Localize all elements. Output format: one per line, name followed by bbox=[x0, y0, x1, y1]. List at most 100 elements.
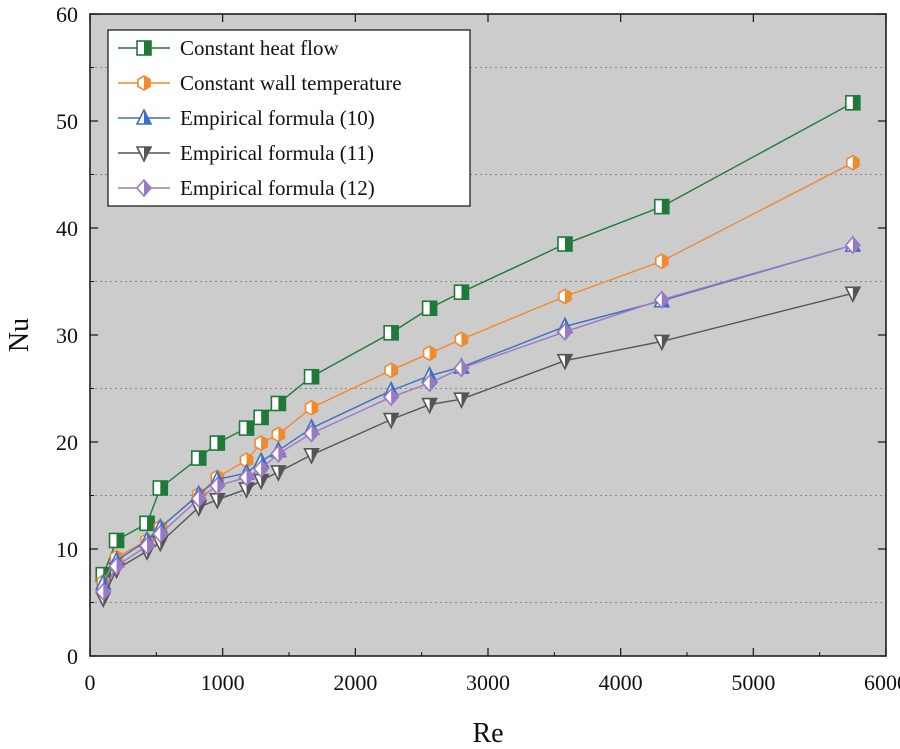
marker-fill bbox=[852, 95, 860, 110]
marker-fill bbox=[311, 400, 318, 415]
marker-fill bbox=[429, 375, 437, 392]
data-point bbox=[152, 524, 169, 544]
legend-label: Empirical formula (12) bbox=[180, 176, 375, 200]
legend-label: Empirical formula (10) bbox=[180, 106, 375, 130]
data-point bbox=[421, 397, 438, 415]
data-point bbox=[653, 198, 670, 215]
marker-fill bbox=[278, 465, 286, 480]
marker-fill bbox=[198, 451, 206, 466]
marker-fill bbox=[311, 448, 319, 463]
data-point bbox=[95, 582, 112, 602]
marker-fill bbox=[391, 389, 399, 406]
marker-fill bbox=[311, 369, 319, 384]
marker-fill bbox=[461, 360, 469, 377]
legend-label: Constant heat flow bbox=[180, 36, 339, 60]
data-point bbox=[253, 459, 270, 478]
marker-fill bbox=[391, 413, 399, 428]
marker-fill bbox=[429, 398, 437, 413]
data-point bbox=[303, 448, 320, 465]
data-point bbox=[108, 532, 125, 549]
data-point bbox=[653, 334, 671, 352]
data-point bbox=[271, 426, 286, 443]
marker-fill bbox=[217, 493, 225, 508]
marker-fill bbox=[661, 335, 669, 350]
data-point bbox=[422, 345, 437, 362]
data-point bbox=[421, 373, 438, 393]
marker-fill bbox=[311, 425, 319, 442]
marker-fill bbox=[261, 436, 268, 451]
y-tick-label: 30 bbox=[56, 323, 78, 348]
marker-fill bbox=[661, 291, 669, 308]
marker-fill bbox=[217, 436, 225, 451]
data-point bbox=[303, 368, 320, 385]
data-point bbox=[138, 536, 156, 556]
marker-fill bbox=[429, 301, 437, 316]
marker-fill bbox=[144, 110, 151, 124]
legend-marker bbox=[135, 108, 153, 125]
x-tick-label: 0 bbox=[85, 670, 96, 695]
data-point bbox=[382, 412, 400, 430]
legend-label: Empirical formula (11) bbox=[180, 141, 374, 165]
data-point bbox=[383, 387, 400, 407]
data-point bbox=[558, 288, 572, 305]
marker-fill bbox=[852, 155, 859, 170]
marker-fill bbox=[278, 396, 286, 411]
data-point bbox=[556, 353, 574, 371]
marker-fill bbox=[661, 254, 668, 269]
data-point bbox=[454, 331, 469, 348]
legend-marker bbox=[135, 178, 153, 198]
legend-item-2: Constant wall temperature bbox=[118, 71, 402, 95]
x-axis-title: Re bbox=[472, 718, 503, 749]
legend-item-4: Empirical formula (11) bbox=[118, 141, 374, 165]
marker-fill bbox=[144, 147, 151, 161]
data-point bbox=[270, 395, 287, 412]
data-point bbox=[384, 362, 399, 379]
data-point bbox=[270, 465, 287, 482]
marker-fill bbox=[116, 533, 124, 548]
marker-fill bbox=[103, 583, 111, 600]
data-point bbox=[253, 409, 269, 426]
marker-fill bbox=[144, 180, 151, 196]
marker-fill bbox=[391, 363, 398, 378]
legend: Constant heat flow Constant wall temperat… bbox=[107, 29, 471, 207]
data-point bbox=[844, 235, 861, 255]
marker-fill bbox=[852, 287, 860, 302]
x-tick-label: 5000 bbox=[731, 670, 775, 695]
marker-fill bbox=[144, 41, 151, 55]
marker-fill bbox=[564, 323, 572, 340]
legend-label: Constant wall temperature bbox=[180, 71, 402, 95]
marker-fill bbox=[246, 469, 254, 486]
data-point bbox=[239, 452, 254, 469]
marker-fill bbox=[160, 481, 168, 496]
marker-fill bbox=[278, 427, 285, 442]
x-tick-label: 2000 bbox=[333, 670, 377, 695]
marker-fill bbox=[461, 285, 469, 300]
data-point bbox=[139, 515, 155, 532]
data-point bbox=[270, 444, 287, 463]
y-tick-label: 50 bbox=[56, 109, 78, 134]
data-point bbox=[421, 300, 438, 317]
marker-fill bbox=[261, 460, 269, 477]
marker-fill bbox=[116, 558, 124, 575]
marker-fill bbox=[564, 237, 572, 252]
marker-fill bbox=[391, 325, 399, 340]
legend-marker bbox=[136, 40, 152, 56]
legend-marker bbox=[135, 146, 153, 163]
series-5 bbox=[95, 235, 861, 602]
marker-fill bbox=[147, 516, 155, 531]
marker-fill bbox=[261, 474, 269, 489]
data-point bbox=[254, 435, 269, 451]
data-point bbox=[190, 489, 207, 508]
y-tick-label: 10 bbox=[56, 537, 78, 562]
marker-fill bbox=[160, 526, 168, 543]
series-line-5 bbox=[102, 244, 854, 593]
data-point bbox=[845, 95, 861, 111]
data-point bbox=[453, 392, 470, 409]
data-point bbox=[304, 399, 319, 416]
data-point bbox=[654, 253, 669, 270]
y-tick-label: 20 bbox=[56, 430, 78, 455]
marker-fill bbox=[461, 393, 469, 408]
marker-fill bbox=[278, 445, 286, 462]
data-point bbox=[152, 480, 169, 496]
